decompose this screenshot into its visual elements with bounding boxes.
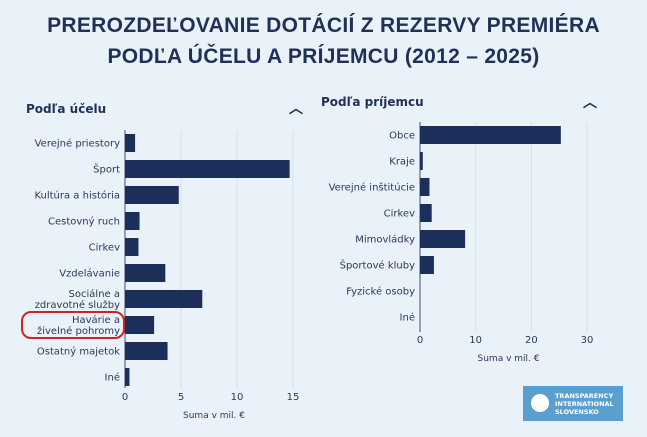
category-label: Cirkev	[89, 243, 120, 254]
logo-text: SLOVENSKO	[555, 408, 599, 416]
category-label: Verejné inštitúcie	[329, 182, 415, 194]
page-title: PREROZDEĽOVANIE DOTÁCIÍ Z REZERVY PREMIÉ…	[0, 10, 647, 72]
bar	[420, 152, 423, 170]
category-label-line: Havárie a	[72, 314, 120, 326]
bar	[125, 264, 166, 282]
title-line-2: PODĽA ÚČELU A PRÍJEMCU (2012 – 2025)	[107, 45, 540, 68]
category-label-line: Športové kluby	[340, 259, 415, 272]
bar	[420, 256, 434, 274]
transparency-logo: TRANSPARENCY INTERNATIONAL SLOVENSKO	[523, 386, 623, 421]
x-tick-label: 10	[231, 392, 244, 403]
category-label-line: Ostatný majetok	[37, 346, 120, 358]
chevron-up-icon[interactable]: ︿	[583, 95, 597, 111]
category-label-line: Mimovládky	[355, 234, 415, 246]
category-label: Verejné priestory	[35, 138, 120, 150]
bar	[125, 368, 130, 386]
bar	[420, 230, 466, 248]
x-tick-label: 20	[525, 335, 538, 346]
bar	[125, 290, 203, 308]
category-label-line: Kultúra a história	[34, 190, 120, 202]
logo-text: TRANSPARENCY	[555, 392, 614, 400]
category-label: Iné	[400, 312, 415, 324]
bar	[125, 134, 136, 152]
bar	[125, 160, 290, 178]
category-label-line: Verejné priestory	[35, 138, 120, 150]
category-label: Šport	[93, 163, 120, 176]
category-label-line: Obce	[389, 131, 415, 142]
bar	[420, 126, 561, 144]
category-label-line: Kraje	[389, 157, 415, 168]
category-label-line: Iné	[400, 312, 415, 324]
category-label: Vzdelávanie	[59, 268, 120, 280]
category-label: Mimovládky	[355, 234, 415, 246]
bar	[125, 186, 179, 204]
category-label-line: Sociálne a	[69, 288, 120, 300]
category-label-line: živelné pohromy	[37, 325, 120, 337]
category-label-line: Cestovný ruch	[48, 216, 120, 228]
category-label: Kultúra a história	[34, 190, 120, 202]
bar	[125, 316, 155, 334]
category-label-line: Verejné inštitúcie	[329, 182, 415, 194]
category-label-line: Fyzické osoby	[346, 286, 415, 298]
category-label: Kraje	[389, 157, 415, 168]
logo-icon	[531, 394, 549, 412]
title-line-1: PREROZDEĽOVANIE DOTÁCIÍ Z REZERVY PREMIÉ…	[47, 14, 600, 37]
x-tick-label: 0	[122, 392, 128, 403]
category-label: Havárie a živelné pohromy	[37, 314, 120, 337]
category-label: Obce	[389, 131, 415, 142]
x-axis-label: Suma v mil. €	[478, 354, 540, 364]
x-tick-label: 0	[417, 335, 423, 346]
category-label: Ostatný majetok	[37, 346, 120, 358]
panel-title-purpose: Podľa účelu	[26, 102, 107, 116]
bar	[125, 212, 140, 230]
category-label: Cirkev	[384, 209, 415, 220]
bar	[125, 342, 168, 360]
category-label: Fyzické osoby	[346, 286, 415, 298]
category-label-line: Šport	[93, 163, 120, 176]
category-label-line: Iné	[105, 372, 120, 384]
chevron-up-icon[interactable]: ︿	[289, 101, 303, 117]
category-label: Iné	[105, 372, 120, 384]
x-axis-label: Suma v mil. €	[183, 411, 245, 421]
x-tick-label: 15	[287, 392, 300, 403]
logo-text: INTERNATIONAL	[555, 400, 614, 408]
category-label: Športové kluby	[340, 259, 415, 272]
x-tick-label: 5	[178, 392, 184, 403]
x-tick-label: 10	[469, 335, 482, 346]
bar	[420, 204, 432, 222]
category-label-line: Vzdelávanie	[59, 268, 120, 280]
category-label-line: zdravotné služby	[35, 299, 120, 311]
bar	[420, 178, 430, 196]
category-label: Sociálne a zdravotné služby	[35, 288, 120, 311]
x-tick-label: 30	[581, 335, 594, 346]
category-label-line: Cirkev	[89, 243, 120, 254]
highlight-outline	[21, 311, 125, 339]
category-label-line: Cirkev	[384, 209, 415, 220]
category-label: Cestovný ruch	[48, 216, 120, 228]
bar	[125, 238, 139, 256]
panel-title-recipient: Podľa príjemcu	[321, 95, 424, 109]
